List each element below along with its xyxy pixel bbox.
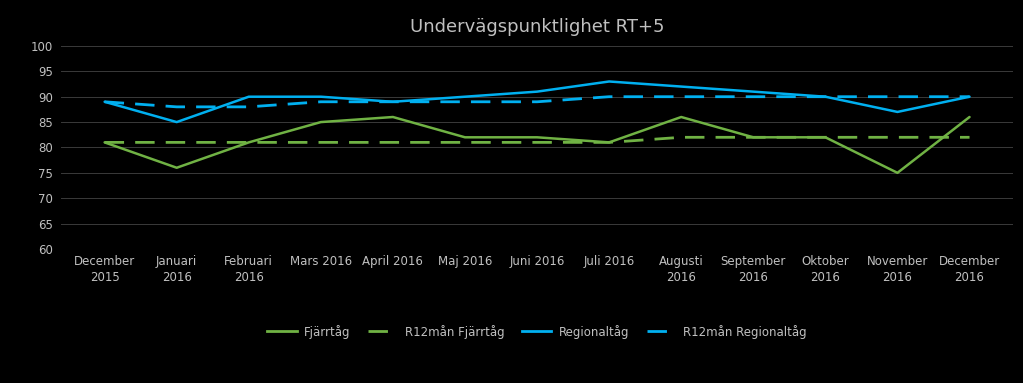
Regionaltåg <box>387 100 399 104</box>
Line: R12mån Fjärrtåg: R12mån Fjärrtåg <box>104 137 970 142</box>
R12mån Fjärrtåg <box>531 140 543 145</box>
R12mån Regionaltåg <box>747 94 759 99</box>
R12mån Fjärrtåg <box>675 135 687 139</box>
Fjärrtåg <box>675 115 687 119</box>
R12mån Fjärrtåg <box>171 140 183 145</box>
Regionaltåg <box>747 89 759 94</box>
R12mån Regionaltåg <box>675 94 687 99</box>
Fjärrtåg <box>531 135 543 139</box>
R12mån Fjärrtåg <box>387 140 399 145</box>
Regionaltåg <box>964 94 976 99</box>
Fjärrtåg <box>964 115 976 119</box>
Regionaltåg <box>675 84 687 89</box>
Regionaltåg <box>819 94 832 99</box>
R12mån Regionaltåg <box>603 94 615 99</box>
R12mån Fjärrtåg <box>819 135 832 139</box>
Fjärrtåg <box>315 120 327 124</box>
Title: Undervägspunktlighet RT+5: Undervägspunktlighet RT+5 <box>410 18 664 36</box>
Fjärrtåg <box>459 135 472 139</box>
Regionaltåg <box>891 110 903 114</box>
Line: Regionaltåg: Regionaltåg <box>104 82 970 122</box>
Regionaltåg <box>531 89 543 94</box>
R12mån Regionaltåg <box>891 94 903 99</box>
R12mån Regionaltåg <box>459 100 472 104</box>
Fjärrtåg <box>387 115 399 119</box>
Fjärrtåg <box>603 140 615 145</box>
R12mån Fjärrtåg <box>747 135 759 139</box>
R12mån Regionaltåg <box>387 100 399 104</box>
R12mån Regionaltåg <box>315 100 327 104</box>
R12mån Regionaltåg <box>171 105 183 109</box>
Regionaltåg <box>242 94 255 99</box>
Regionaltåg <box>603 79 615 84</box>
R12mån Regionaltåg <box>531 100 543 104</box>
Regionaltåg <box>459 94 472 99</box>
R12mån Fjärrtåg <box>891 135 903 139</box>
Fjärrtåg <box>819 135 832 139</box>
Fjärrtåg <box>171 165 183 170</box>
R12mån Regionaltåg <box>242 105 255 109</box>
R12mån Fjärrtåg <box>459 140 472 145</box>
Legend: Fjärrtåg, R12mån Fjärrtåg, Regionaltåg, R12mån Regionaltåg: Fjärrtåg, R12mån Fjärrtåg, Regionaltåg, … <box>263 320 811 343</box>
R12mån Regionaltåg <box>819 94 832 99</box>
Regionaltåg <box>171 120 183 124</box>
Regionaltåg <box>98 100 110 104</box>
Line: Fjärrtåg: Fjärrtåg <box>104 117 970 173</box>
Fjärrtåg <box>747 135 759 139</box>
Fjärrtåg <box>98 140 110 145</box>
Regionaltåg <box>315 94 327 99</box>
R12mån Regionaltåg <box>964 94 976 99</box>
Fjärrtåg <box>891 170 903 175</box>
R12mån Fjärrtåg <box>315 140 327 145</box>
R12mån Regionaltåg <box>98 100 110 104</box>
Line: R12mån Regionaltåg: R12mån Regionaltåg <box>104 97 970 107</box>
R12mån Fjärrtåg <box>242 140 255 145</box>
Fjärrtåg <box>242 140 255 145</box>
R12mån Fjärrtåg <box>964 135 976 139</box>
R12mån Fjärrtåg <box>98 140 110 145</box>
R12mån Fjärrtåg <box>603 140 615 145</box>
